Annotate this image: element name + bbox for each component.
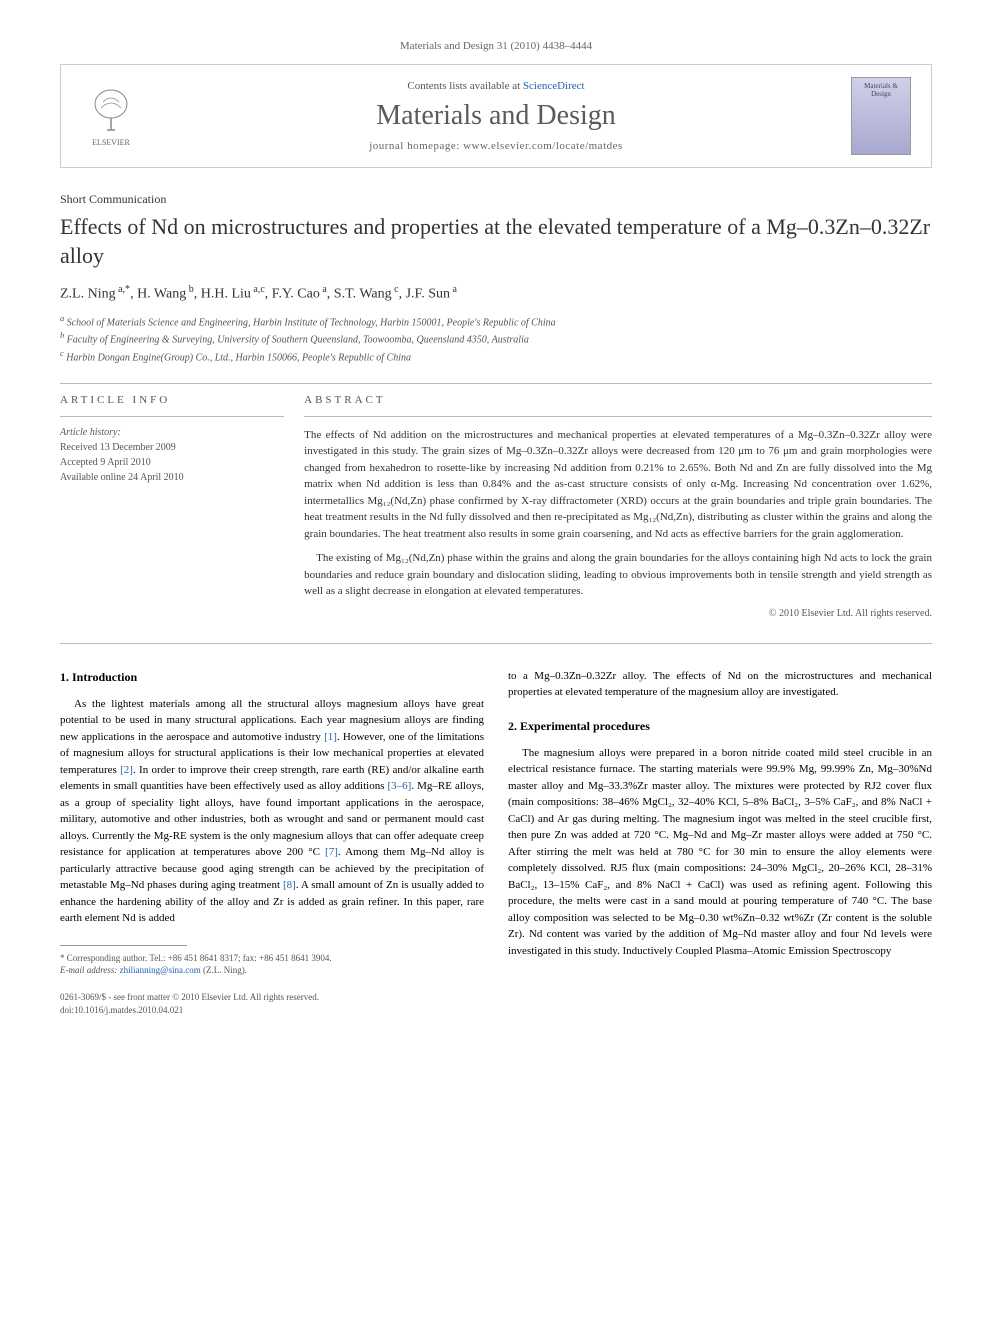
email-label: E-mail address:: [60, 965, 117, 975]
accepted-date: Accepted 9 April 2010: [60, 455, 284, 470]
article-info-heading: ARTICLE INFO: [60, 394, 284, 406]
info-divider: [60, 416, 284, 417]
article-info-column: ARTICLE INFO Article history: Received 1…: [60, 394, 304, 619]
header-center: Contents lists available at ScienceDirec…: [141, 80, 851, 152]
article-history-label: Article history:: [60, 427, 284, 438]
abstract-text: The effects of Nd addition on the micros…: [304, 427, 932, 600]
email-link[interactable]: zhilianning@sina.com: [120, 965, 201, 975]
experimental-heading: 2. Experimental procedures: [508, 717, 932, 735]
journal-reference: Materials and Design 31 (2010) 4438–4444: [60, 40, 932, 52]
affiliations: a School of Materials Science and Engine…: [60, 313, 932, 365]
introduction-heading: 1. Introduction: [60, 668, 484, 686]
ref-link[interactable]: [3–6]: [388, 780, 412, 792]
body-column-left: 1. Introduction As the lightest material…: [60, 668, 484, 1016]
article-title: Effects of Nd on microstructures and pro…: [60, 213, 932, 270]
elsevier-label: ELSEVIER: [92, 138, 130, 147]
online-date: Available online 24 April 2010: [60, 470, 284, 485]
contents-available-line: Contents lists available at ScienceDirec…: [141, 80, 851, 92]
footnote-separator: [60, 945, 187, 946]
elsevier-tree-icon: [89, 86, 133, 136]
copyright-line: © 2010 Elsevier Ltd. All rights reserved…: [304, 608, 932, 619]
journal-header: ELSEVIER Contents lists available at Sci…: [60, 64, 932, 168]
abstract-divider: [304, 416, 932, 417]
front-matter-line: 0261-3069/$ - see front matter © 2010 El…: [60, 991, 484, 1004]
footer-copyright: 0261-3069/$ - see front matter © 2010 El…: [60, 991, 484, 1016]
divider: [60, 383, 932, 384]
corresponding-line: * Corresponding author. Tel.: +86 451 86…: [60, 952, 484, 965]
email-line: E-mail address: zhilianning@sina.com (Z.…: [60, 964, 484, 977]
affiliation-line: b Faculty of Engineering & Surveying, Un…: [60, 330, 932, 347]
introduction-text: As the lightest materials among all the …: [60, 696, 484, 927]
sciencedirect-link[interactable]: ScienceDirect: [523, 80, 585, 92]
abstract-paragraph-2: The existing of Mg₁₂(Nd,Zn) phase within…: [304, 550, 932, 600]
email-tail: (Z.L. Ning).: [203, 965, 247, 975]
ref-link[interactable]: [1]: [324, 731, 337, 743]
experimental-text: The magnesium alloys were prepared in a …: [508, 745, 932, 960]
ref-link[interactable]: [8]: [283, 879, 296, 891]
abstract-paragraph-1: The effects of Nd addition on the micros…: [304, 427, 932, 543]
abstract-column: ABSTRACT The effects of Nd addition on t…: [304, 394, 932, 619]
corresponding-author-footnote: * Corresponding author. Tel.: +86 451 86…: [60, 952, 484, 977]
doi-line: doi:10.1016/j.matdes.2010.04.021: [60, 1004, 484, 1017]
abstract-heading: ABSTRACT: [304, 394, 932, 406]
cover-text: Materials & Design: [856, 82, 906, 98]
received-date: Received 13 December 2009: [60, 440, 284, 455]
intro-continuation: to a Mg–0.3Zn–0.32Zr alloy. The effects …: [508, 668, 932, 701]
info-abstract-row: ARTICLE INFO Article history: Received 1…: [60, 394, 932, 619]
contents-prefix: Contents lists available at: [407, 80, 522, 92]
journal-cover-thumbnail: Materials & Design: [851, 77, 911, 155]
article-type: Short Communication: [60, 192, 932, 207]
authors-list: Z.L. Ning a,*, H. Wang b, H.H. Liu a,c, …: [60, 284, 932, 303]
body-columns: 1. Introduction As the lightest material…: [60, 668, 932, 1016]
journal-homepage: journal homepage: www.elsevier.com/locat…: [141, 140, 851, 152]
journal-title: Materials and Design: [141, 100, 851, 132]
body-divider: [60, 643, 932, 644]
body-column-right: to a Mg–0.3Zn–0.32Zr alloy. The effects …: [508, 668, 932, 1016]
affiliation-line: c Harbin Dongan Engine(Group) Co., Ltd.,…: [60, 348, 932, 365]
affiliation-line: a School of Materials Science and Engine…: [60, 313, 932, 330]
elsevier-logo: ELSEVIER: [81, 81, 141, 151]
ref-link[interactable]: [2]: [120, 764, 133, 776]
ref-link[interactable]: [7]: [325, 846, 338, 858]
